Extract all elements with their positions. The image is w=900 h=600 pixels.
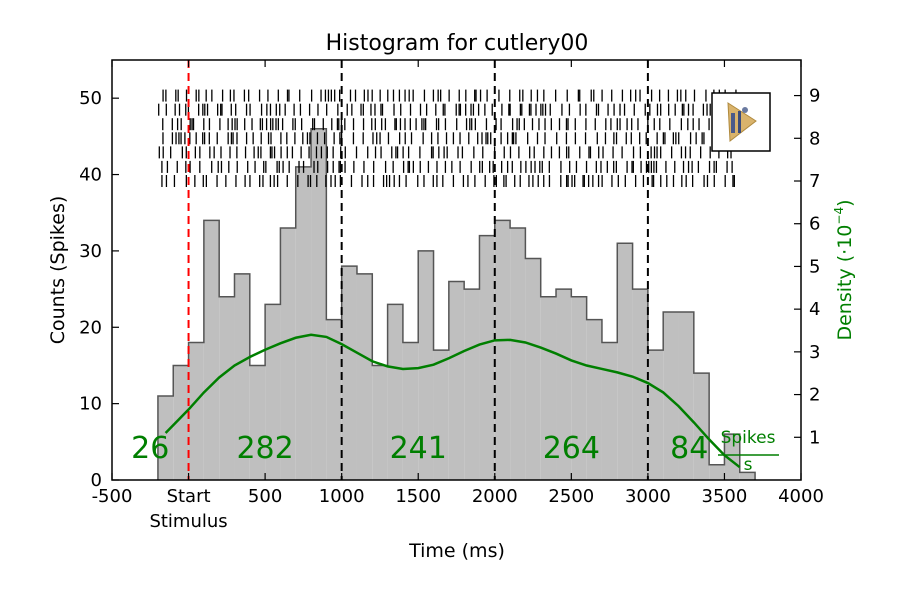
histogram-bar [295,166,312,480]
histogram-bar [173,365,189,480]
histogram-bar [372,365,388,480]
density-curve-layer [164,333,741,469]
histogram-bar [494,220,511,480]
histogram-bar [188,342,204,480]
y2-tick-label: 2 [809,385,820,406]
histogram-bar [356,273,373,480]
y2-axis-label: Density (·10−4) [832,199,856,340]
histogram-bar [601,342,618,480]
y-tick-label: 40 [79,165,102,186]
y2-axis-label-exponent: −4 [832,207,846,225]
histogram-bar [157,396,174,480]
histogram-bar [525,258,541,480]
x-tick-label: 2500 [548,486,594,507]
unit-denominator: s [744,455,753,475]
histogram-bar [249,365,266,480]
x-tick-label: 1500 [395,486,441,507]
y-tick-label: 30 [79,241,102,262]
density-curve [164,333,741,469]
histogram-bar [647,350,664,480]
axes: -500 Start 500 1000 1500 2000 2500 3000 3500 4000… [79,59,824,532]
y2-tick-label: 1 [809,427,820,448]
x-tick-label: 4000 [778,486,824,507]
y-tick-label: 20 [79,317,102,338]
histogram-bar [448,281,465,480]
histogram-bar [433,350,449,480]
y-tick-label: 10 [79,394,102,415]
histogram-bar [387,304,403,480]
thumbnail-detail [731,113,735,133]
x-tick-label: -500 [92,486,133,507]
plot-frame [111,59,802,481]
histogram-bar [234,273,250,480]
histogram-bar [341,266,357,480]
segment-count: 241 [390,431,447,466]
segment-count: 84 [670,431,708,466]
thumbnail-detail [742,107,748,113]
histogram-bar [326,319,342,480]
x-tick-label: 3500 [702,486,748,507]
histogram-bar [311,128,327,480]
x-tick-label: 1000 [319,486,365,507]
unit-numerator: Spikes [721,428,776,448]
segment-count-labels: 26 282 241 264 84 [131,431,708,466]
chart-title: Histogram for cutlery00 [326,31,589,56]
histogram-bar [402,342,419,480]
y-tick-label: 50 [79,88,102,109]
y2-tick-label: 3 [809,342,820,363]
x-tick-label: Start [167,486,211,507]
histogram-bars [157,127,756,480]
x-tick-label: 3000 [625,486,671,507]
y2-tick-label: 4 [809,299,820,320]
x-tick-label: 500 [248,486,282,507]
spike-raster [158,89,740,188]
event-lines [187,60,649,480]
histogram-bar [632,289,648,480]
y2-axis-label-main: Density (·10 [834,225,856,341]
histogram-bar [479,235,495,480]
histogram-bar [540,296,557,480]
x-tick-sublabel: Stimulus [149,511,227,532]
segment-count: 264 [543,431,600,466]
thumbnail-detail [738,111,741,133]
y2-tick-label: 6 [809,214,820,235]
histogram-bar [709,464,725,480]
y2-tick-label: 7 [809,171,820,192]
histogram-bar [219,296,235,480]
y-tick-label: 0 [91,470,102,491]
x-axis-label: Time (ms) [408,540,505,562]
histogram-bar [617,243,633,480]
histogram-bar [510,228,526,480]
unit-label: Spikes s [718,428,779,475]
histogram-bar [203,220,220,480]
y2-tick-label: 9 [809,86,820,107]
histogram-bar [280,228,296,480]
y2-axis-label-close: ) [834,199,856,206]
y-axis-label: Counts (Spikes) [47,196,69,345]
segment-count: 282 [236,431,293,466]
histogram-bar [678,312,694,480]
histogram-bar [739,472,756,480]
histogram-bar [586,319,602,480]
histogram-bar [556,289,572,480]
segment-count: 26 [131,431,169,466]
histogram-bar [663,312,679,480]
x-tick-label: 2000 [472,486,518,507]
histogram-bar [724,434,740,480]
stimulus-thumbnail [711,92,771,152]
histogram-bar [571,296,587,480]
histogram-bar [464,289,480,480]
y2-tick-label: 8 [809,128,820,149]
histogram-bar [693,373,710,480]
y2-tick-label: 5 [809,256,820,277]
